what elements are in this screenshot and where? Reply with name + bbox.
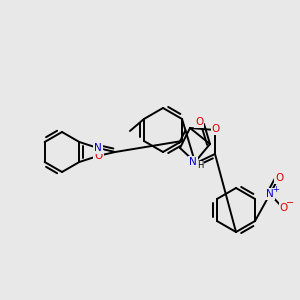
Text: H: H [197, 161, 203, 170]
Text: O: O [195, 117, 203, 127]
Text: N: N [94, 143, 102, 153]
Text: N: N [266, 189, 274, 199]
Text: O: O [280, 203, 288, 213]
Text: O: O [275, 173, 283, 183]
Text: N: N [189, 157, 197, 167]
Text: O: O [94, 151, 103, 161]
Text: O: O [212, 124, 220, 134]
Text: −: − [286, 198, 294, 208]
Text: +: + [273, 184, 279, 194]
